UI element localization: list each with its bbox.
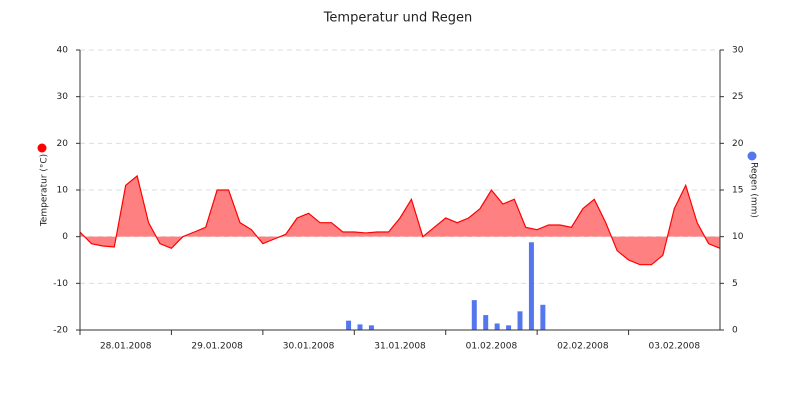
x-tick-label: 29.01.2008 bbox=[191, 342, 243, 352]
y2-tick-label: 20 bbox=[732, 139, 744, 149]
y-tick-label: 10 bbox=[57, 186, 69, 196]
x-tick-label: 03.02.2008 bbox=[649, 342, 701, 352]
y2-tick-label: 10 bbox=[732, 232, 744, 242]
y2-tick-label: 5 bbox=[732, 279, 738, 289]
rain-bar bbox=[471, 300, 477, 330]
x-tick-label: 31.01.2008 bbox=[374, 342, 426, 352]
y-axis-label: Temperatur (°C) bbox=[40, 154, 50, 227]
rain-bar bbox=[494, 323, 500, 330]
rain-bar bbox=[506, 325, 512, 330]
x-tick-label: 02.02.2008 bbox=[557, 342, 609, 352]
y2-tick-label: 25 bbox=[732, 92, 743, 102]
temperature-line bbox=[79, 174, 721, 266]
x-tick-label: 30.01.2008 bbox=[283, 342, 335, 352]
legend-dot-temperature bbox=[37, 143, 47, 153]
y2-axis-label: Regen (mm) bbox=[749, 162, 759, 218]
chart-title: Temperatur und Regen bbox=[323, 11, 473, 26]
rain-bar bbox=[540, 304, 546, 330]
legend-dot-rain bbox=[747, 151, 757, 161]
temperature-area bbox=[80, 176, 720, 265]
y2-tick-label: 30 bbox=[732, 46, 744, 56]
rain-bar bbox=[483, 315, 489, 330]
rain-bar bbox=[517, 311, 523, 330]
rain-bar bbox=[346, 320, 352, 330]
y-tick-label: 20 bbox=[57, 139, 69, 149]
x-tick-label: 28.01.2008 bbox=[100, 342, 152, 352]
y2-tick-label: 0 bbox=[732, 326, 738, 336]
rain-bar bbox=[528, 242, 534, 330]
y-tick-label: -20 bbox=[53, 326, 68, 336]
y-tick-label: 0 bbox=[62, 232, 68, 242]
rain-bar bbox=[368, 325, 374, 330]
y-tick-label: -10 bbox=[53, 279, 68, 289]
x-tick-label: 01.02.2008 bbox=[466, 342, 518, 352]
rain-bar bbox=[357, 324, 363, 330]
y2-tick-label: 15 bbox=[732, 186, 743, 196]
y-tick-label: 40 bbox=[57, 46, 69, 56]
y-tick-label: 30 bbox=[57, 92, 69, 102]
